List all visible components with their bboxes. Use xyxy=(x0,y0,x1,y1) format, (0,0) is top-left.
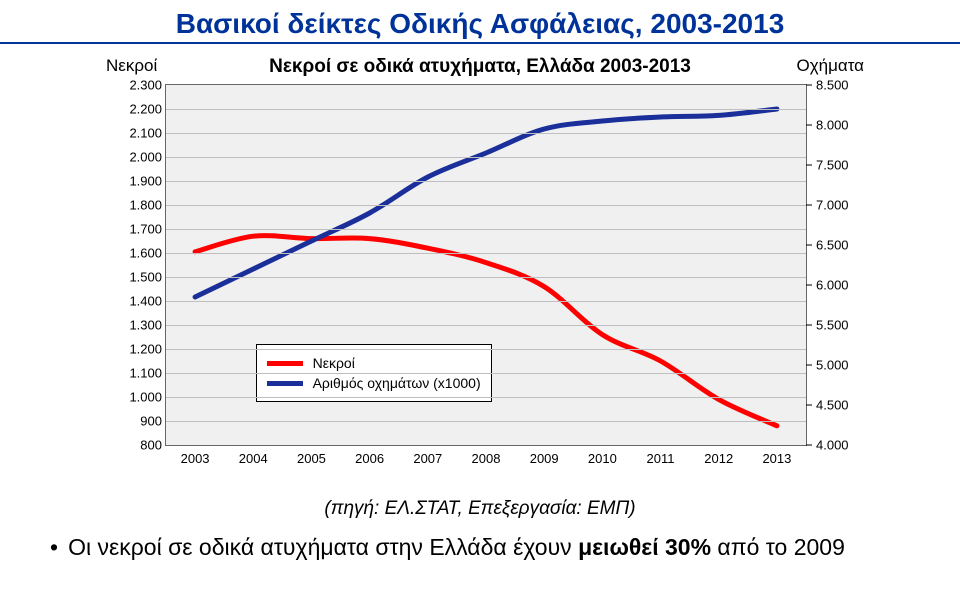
y-right-tick: 6.000 xyxy=(816,278,849,293)
bullet-pre: Οι νεκροί σε οδικά ατυχήματα στην Ελλάδα… xyxy=(68,534,578,560)
gridline xyxy=(166,421,806,422)
y-right-tick: 8.500 xyxy=(816,78,849,93)
right-tick-mark xyxy=(806,165,812,166)
x-tick: 2009 xyxy=(530,451,559,466)
x-tick: 2003 xyxy=(181,451,210,466)
y-left-tick: 1.500 xyxy=(129,270,162,285)
bullet-point: • Οι νεκροί σε οδικά ατυχήματα στην Ελλά… xyxy=(50,534,960,561)
y-left-tick: 900 xyxy=(140,414,162,429)
plot-area: ΝεκροίΑριθμός οχημάτων (x1000) 8009001.0… xyxy=(165,84,807,446)
y-left-tick: 800 xyxy=(140,438,162,453)
chart-container: Νεκροί Νεκροί σε οδικά ατυχήματα, Ελλάδα… xyxy=(90,54,870,484)
bullet-bold: μειωθεί 30% xyxy=(578,534,711,560)
x-tick: 2011 xyxy=(647,451,675,466)
y-left-tick: 1.100 xyxy=(129,366,162,381)
chart-title: Νεκροί σε οδικά ατυχήματα, Ελλάδα 2003-2… xyxy=(90,56,870,78)
y-right-tick: 5.000 xyxy=(816,358,849,373)
series-line xyxy=(195,109,777,297)
y-left-tick: 1.700 xyxy=(129,222,162,237)
x-tick: 2006 xyxy=(355,451,384,466)
x-tick: 2005 xyxy=(297,451,326,466)
gridline xyxy=(166,349,806,350)
gridline xyxy=(166,397,806,398)
x-tick: 2010 xyxy=(588,451,617,466)
x-tick: 2012 xyxy=(704,451,733,466)
gridline xyxy=(166,229,806,230)
right-tick-mark xyxy=(806,85,812,86)
y-left-tick: 1.000 xyxy=(129,390,162,405)
y-right-tick: 4.000 xyxy=(816,438,849,453)
right-tick-mark xyxy=(806,405,812,406)
gridline xyxy=(166,133,806,134)
right-tick-mark xyxy=(806,365,812,366)
gridline xyxy=(166,253,806,254)
x-tick: 2008 xyxy=(472,451,501,466)
x-tick: 2013 xyxy=(762,451,791,466)
bullet-icon: • xyxy=(50,534,58,561)
legend-label: Αριθμός οχημάτων (x1000) xyxy=(313,375,481,391)
gridline xyxy=(166,373,806,374)
y-left-tick: 1.600 xyxy=(129,246,162,261)
y-left-tick: 2.200 xyxy=(129,102,162,117)
right-tick-mark xyxy=(806,245,812,246)
legend-swatch xyxy=(267,361,303,366)
legend-item: Αριθμός οχημάτων (x1000) xyxy=(267,375,481,391)
y-left-tick: 2.000 xyxy=(129,150,162,165)
right-tick-mark xyxy=(806,285,812,286)
x-tick: 2007 xyxy=(413,451,442,466)
gridline xyxy=(166,301,806,302)
gridline xyxy=(166,205,806,206)
bullet-text: Οι νεκροί σε οδικά ατυχήματα στην Ελλάδα… xyxy=(68,534,845,561)
y-left-tick: 2.100 xyxy=(129,126,162,141)
gridline xyxy=(166,157,806,158)
y-right-tick: 7.000 xyxy=(816,198,849,213)
y-left-tick: 1.200 xyxy=(129,342,162,357)
right-tick-mark xyxy=(806,325,812,326)
slide-title: Βασικοί δείκτες Οδικής Ασφάλειας, 2003-2… xyxy=(0,0,960,42)
legend-item: Νεκροί xyxy=(267,355,481,371)
legend-swatch xyxy=(267,381,303,386)
gridline xyxy=(166,109,806,110)
y-right-tick: 5.500 xyxy=(816,318,849,333)
source-text: (πηγή: ΕΛ.ΣΤΑΤ, Επεξεργασία: ΕΜΠ) xyxy=(0,498,960,520)
gridline xyxy=(166,277,806,278)
y-right-tick: 4.500 xyxy=(816,398,849,413)
y-right-tick: 6.500 xyxy=(816,238,849,253)
legend-label: Νεκροί xyxy=(313,355,355,371)
y-right-tick: 7.500 xyxy=(816,158,849,173)
right-tick-mark xyxy=(806,205,812,206)
y-right-tick: 8.000 xyxy=(816,118,849,133)
right-tick-mark xyxy=(806,445,812,446)
y-left-tick: 1.400 xyxy=(129,294,162,309)
gridline xyxy=(166,181,806,182)
bullet-post: από το 2009 xyxy=(711,534,845,560)
y-left-tick: 1.800 xyxy=(129,198,162,213)
y-left-tick: 1.300 xyxy=(129,318,162,333)
right-axis-label: Οχήματα xyxy=(796,56,864,76)
title-underline xyxy=(0,42,960,44)
y-left-tick: 1.900 xyxy=(129,174,162,189)
x-tick: 2004 xyxy=(239,451,268,466)
y-left-tick: 2.300 xyxy=(129,78,162,93)
gridline xyxy=(166,325,806,326)
right-tick-mark xyxy=(806,125,812,126)
